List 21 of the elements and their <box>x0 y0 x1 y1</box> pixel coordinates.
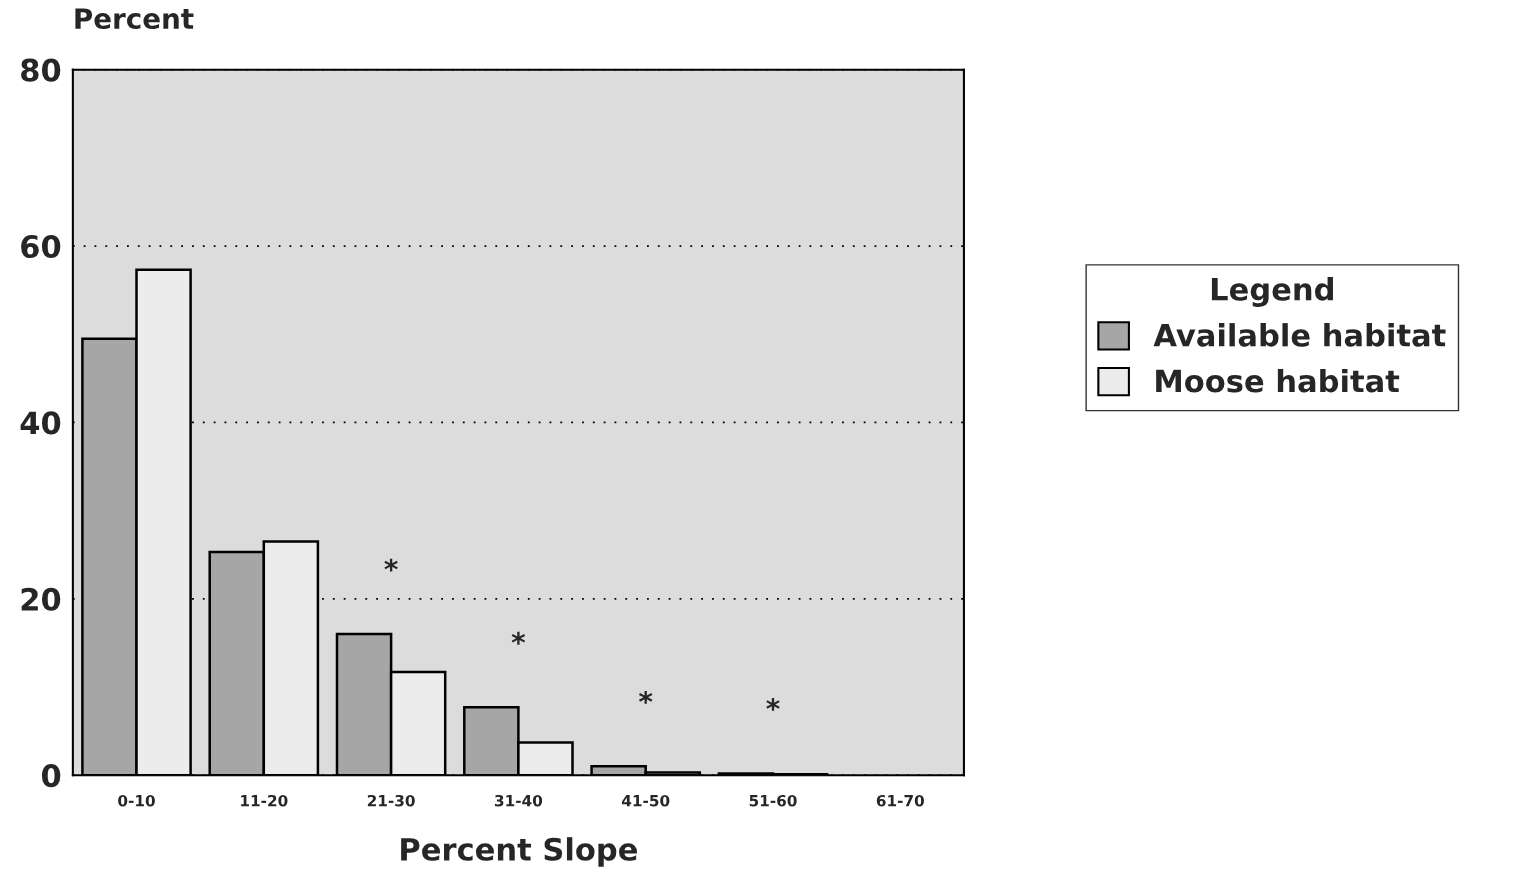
x-tick-label: 61-70 <box>876 794 924 807</box>
x-tick-label: 11-20 <box>241 794 288 807</box>
y-tick-label: 40 <box>20 411 61 435</box>
x-axis-title: Percent Slope <box>401 837 637 867</box>
y-tick-label: 60 <box>21 234 61 259</box>
y-axis-title: Percent <box>75 8 194 30</box>
x-tick-label: 51-60 <box>749 794 797 807</box>
y-tick-label: 20 <box>21 587 61 611</box>
annotation: * <box>384 558 398 572</box>
legend-label: Available habitat <box>1153 323 1446 347</box>
annotation: * <box>511 631 526 645</box>
y-tick-label: 80 <box>21 58 61 82</box>
legend-label: Moose habitat <box>1156 368 1400 393</box>
x-tick-label: 0-10 <box>118 794 155 807</box>
x-tick-label: 31-40 <box>494 794 543 807</box>
annotation: * <box>766 697 780 711</box>
y-tick-label: 0 <box>41 764 61 788</box>
annotation: * <box>638 690 653 704</box>
legend-title: Legend <box>1211 277 1333 307</box>
x-tick-label: 21-30 <box>367 794 415 807</box>
x-tick-label: 41-50 <box>621 794 670 807</box>
